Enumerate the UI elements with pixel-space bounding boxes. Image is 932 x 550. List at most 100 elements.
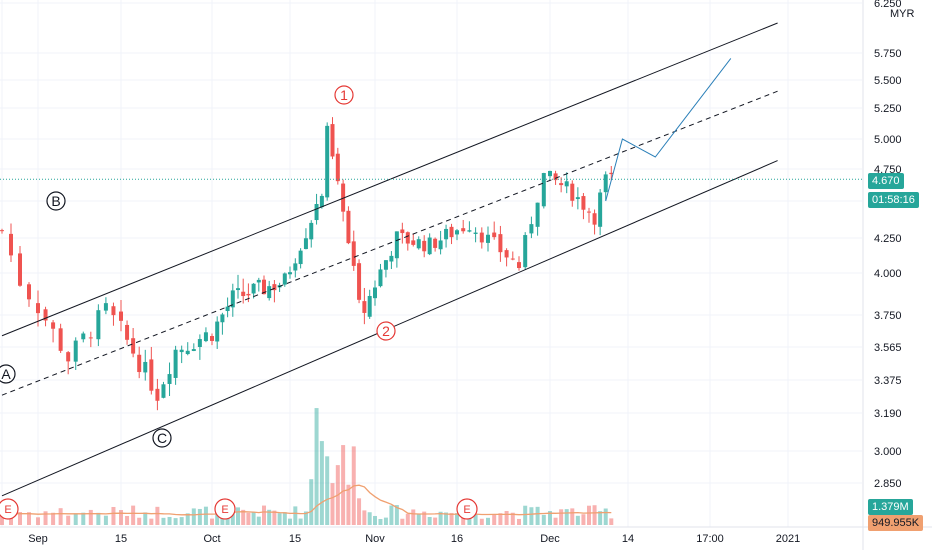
countdown-badge: 01:58:16 [868, 192, 919, 208]
volume-bar [598, 511, 603, 525]
volume-bar [433, 517, 438, 525]
candle-body [125, 324, 130, 340]
candle-body [504, 250, 509, 258]
candle-body [220, 314, 225, 323]
candle-body [559, 183, 564, 186]
candle-body [422, 240, 427, 252]
volume-bar [473, 514, 478, 525]
volume-bar [36, 517, 40, 525]
volume-bars [0, 408, 614, 525]
candle-body [449, 226, 454, 238]
candle-body [523, 235, 528, 268]
volume-bar [167, 516, 172, 525]
volume-bar [559, 509, 564, 525]
volume-bar [449, 512, 454, 525]
volume-bar [43, 511, 48, 525]
candle-body [58, 328, 63, 351]
y-tick-label: 6.250 [874, 0, 902, 10]
x-tick-label: 15 [289, 533, 301, 545]
volume-bar [510, 512, 515, 525]
volume-bar [293, 506, 298, 525]
volume-bar [394, 505, 399, 525]
candle-body [179, 349, 184, 353]
volume-bar [81, 512, 86, 525]
volume-bar [88, 509, 93, 525]
earnings-text: E [463, 504, 470, 516]
earnings-circle [0, 498, 19, 520]
candle-body [416, 239, 421, 249]
volume-bar [319, 441, 324, 525]
candle-body [570, 183, 575, 201]
candle-body [598, 192, 603, 227]
candle-body [592, 213, 597, 225]
candle-body [161, 384, 166, 398]
candle-body [272, 284, 277, 291]
candle-body [394, 231, 399, 259]
x-axis[interactable]: Sep 15 Oct 15 Nov 16 Dec 14 17:00 2021 [0, 526, 932, 545]
candle-body [411, 240, 416, 245]
candle-body [0, 230, 4, 232]
volume-bar [137, 517, 142, 525]
candle-body [581, 196, 586, 210]
volume-bar [103, 515, 108, 525]
volume-bar [73, 513, 78, 525]
wave-label-1: 1 [334, 85, 354, 105]
candle-body [137, 354, 142, 373]
volume-bar [246, 512, 251, 525]
candle-body [461, 228, 466, 232]
y-tick-label: 3.375 [874, 375, 902, 387]
volume-bar [341, 445, 346, 525]
volume-bar [378, 518, 383, 525]
y-tick-label: 5.000 [874, 134, 902, 146]
candle-body [282, 273, 287, 285]
candle-body [197, 339, 202, 347]
volume-bar [173, 518, 178, 525]
volume-bar [592, 505, 597, 525]
candle-body [191, 349, 196, 351]
volume-bar [230, 507, 235, 525]
volume-bar [422, 511, 427, 525]
grid-lines [0, 0, 862, 527]
x-tick-label: 15 [115, 533, 127, 545]
candle-body [111, 306, 116, 316]
volume-bar [0, 512, 4, 525]
candle-body [185, 350, 190, 355]
volume-bar [314, 408, 319, 525]
y-tick-label: 2.850 [874, 478, 902, 490]
x-tick-label: Dec [540, 533, 560, 545]
x-tick-label: Nov [365, 533, 385, 545]
candle-body [230, 290, 235, 308]
price-badge: 4.670 [868, 173, 904, 189]
volume-bar [603, 508, 608, 525]
volume-bar [241, 509, 246, 525]
wave-text: C [157, 430, 167, 446]
wave-circle [334, 85, 354, 105]
candle-body [66, 352, 71, 362]
candle-body [535, 202, 540, 227]
y-axis[interactable]: 6.2505.7505.5005.2505.0004.7504.5004.250… [862, 0, 902, 550]
volume-bar [479, 518, 484, 525]
volume-bar [298, 518, 303, 525]
volume-ma-badge: 949.955K [868, 515, 924, 531]
candle-body [433, 238, 438, 248]
volume-bar [185, 513, 190, 525]
volume-bar [149, 518, 154, 525]
volume-bar [179, 517, 184, 525]
wave-labels[interactable]: A B C 1 2 [0, 85, 396, 448]
volume-bar [325, 456, 330, 525]
volume-bar [309, 479, 314, 525]
candle-body [455, 230, 459, 235]
volume-bar [18, 512, 22, 525]
volume-bar [282, 512, 287, 525]
volume-bar [303, 511, 308, 525]
candle-body [309, 222, 314, 240]
y-tick-label: 4.000 [874, 268, 902, 280]
candle-body [155, 388, 160, 401]
candle-body [81, 333, 86, 340]
wave-circle [152, 428, 172, 448]
candle-body [241, 291, 246, 297]
volume-bar [529, 507, 534, 525]
projection-path[interactable] [605, 58, 732, 202]
